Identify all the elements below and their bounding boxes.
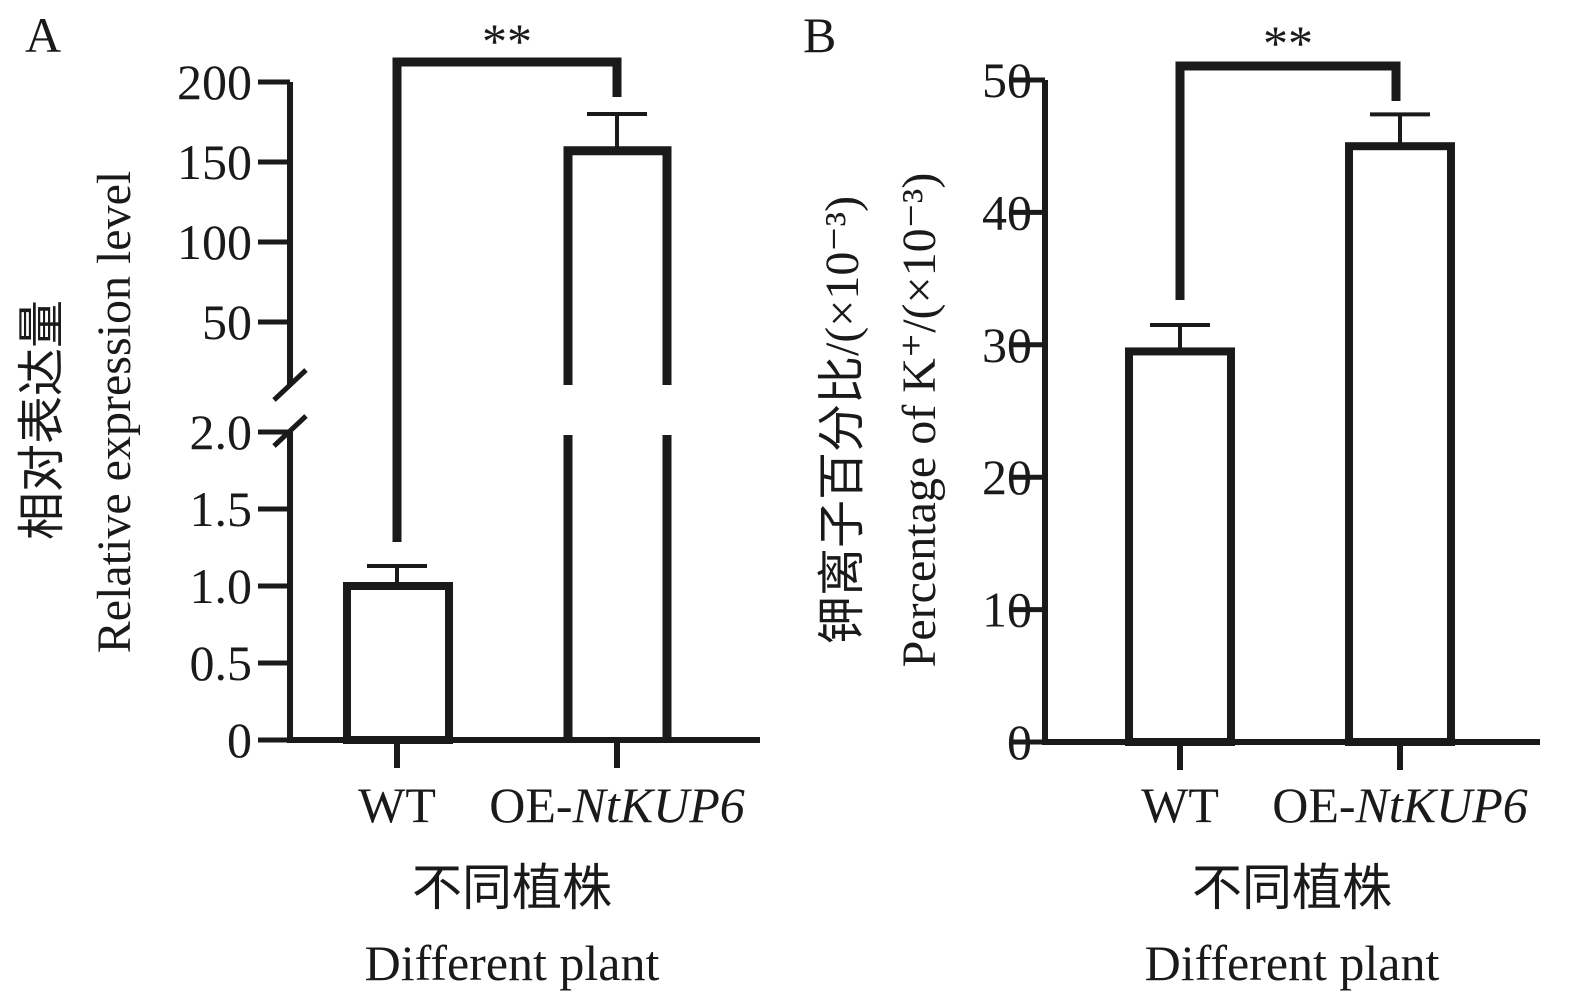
a-bar-wt bbox=[343, 582, 453, 744]
a-bar-oe-upper bbox=[563, 146, 672, 385]
b-bar-oe bbox=[1345, 142, 1455, 746]
a-significance-bracket bbox=[392, 57, 622, 542]
a-y-tick-label: 0.5 bbox=[190, 635, 253, 691]
a-x-tick-label: OE-NtKUP6 bbox=[489, 777, 745, 833]
b-x-tick-label: OE-NtKUP6 bbox=[1272, 777, 1528, 833]
a-xlabel-en: Different plant bbox=[365, 935, 660, 991]
b-significance-stars: ** bbox=[1263, 15, 1313, 71]
a-y-tick-label: 100 bbox=[177, 214, 252, 270]
a-xlabel-cn: 不同植株 bbox=[412, 860, 612, 916]
b-ylabel-en: Percentage of K⁺/(×10⁻³) bbox=[893, 173, 946, 668]
b-y-tick-label: 20 bbox=[982, 449, 1032, 505]
b-bar-wt bbox=[1125, 347, 1235, 746]
b-y-tick-label: 30 bbox=[982, 317, 1032, 373]
a-significance-stars: ** bbox=[482, 13, 532, 69]
panel-label-b: B bbox=[803, 7, 836, 63]
b-significance-bracket bbox=[1175, 61, 1401, 300]
b-y-tick-label: 0 bbox=[1007, 714, 1032, 770]
b-xlabel-en: Different plant bbox=[1145, 935, 1440, 991]
b-ylabel-cn: 钾离子百分比/(×10⁻³) bbox=[816, 196, 869, 644]
a-ylabel-en: Relative expression level bbox=[88, 171, 141, 654]
b-y-tick-label: 10 bbox=[982, 582, 1032, 638]
a-y-tick-label: 1.0 bbox=[190, 558, 253, 614]
b-x-tick-label: WT bbox=[1141, 777, 1219, 833]
a-y-tick-label: 2.0 bbox=[190, 404, 253, 460]
b-y-tick-label: 50 bbox=[982, 52, 1032, 108]
a-y-tick-label: 200 bbox=[177, 54, 252, 110]
a-ylabel-cn: 相对表达量 bbox=[16, 300, 69, 540]
b-y-tick-label: 40 bbox=[982, 184, 1032, 240]
a-y-tick-label: 50 bbox=[202, 294, 252, 350]
a-axis-break-mark bbox=[272, 368, 308, 402]
panel-label-a: A bbox=[25, 7, 61, 63]
a-y-tick-label: 1.5 bbox=[190, 481, 253, 537]
b-xlabel-cn: 不同植株 bbox=[1192, 860, 1392, 916]
a-y-tick-label: 0 bbox=[227, 712, 252, 768]
a-y-tick-label: 150 bbox=[177, 134, 252, 190]
a-x-tick-label: WT bbox=[358, 777, 436, 833]
